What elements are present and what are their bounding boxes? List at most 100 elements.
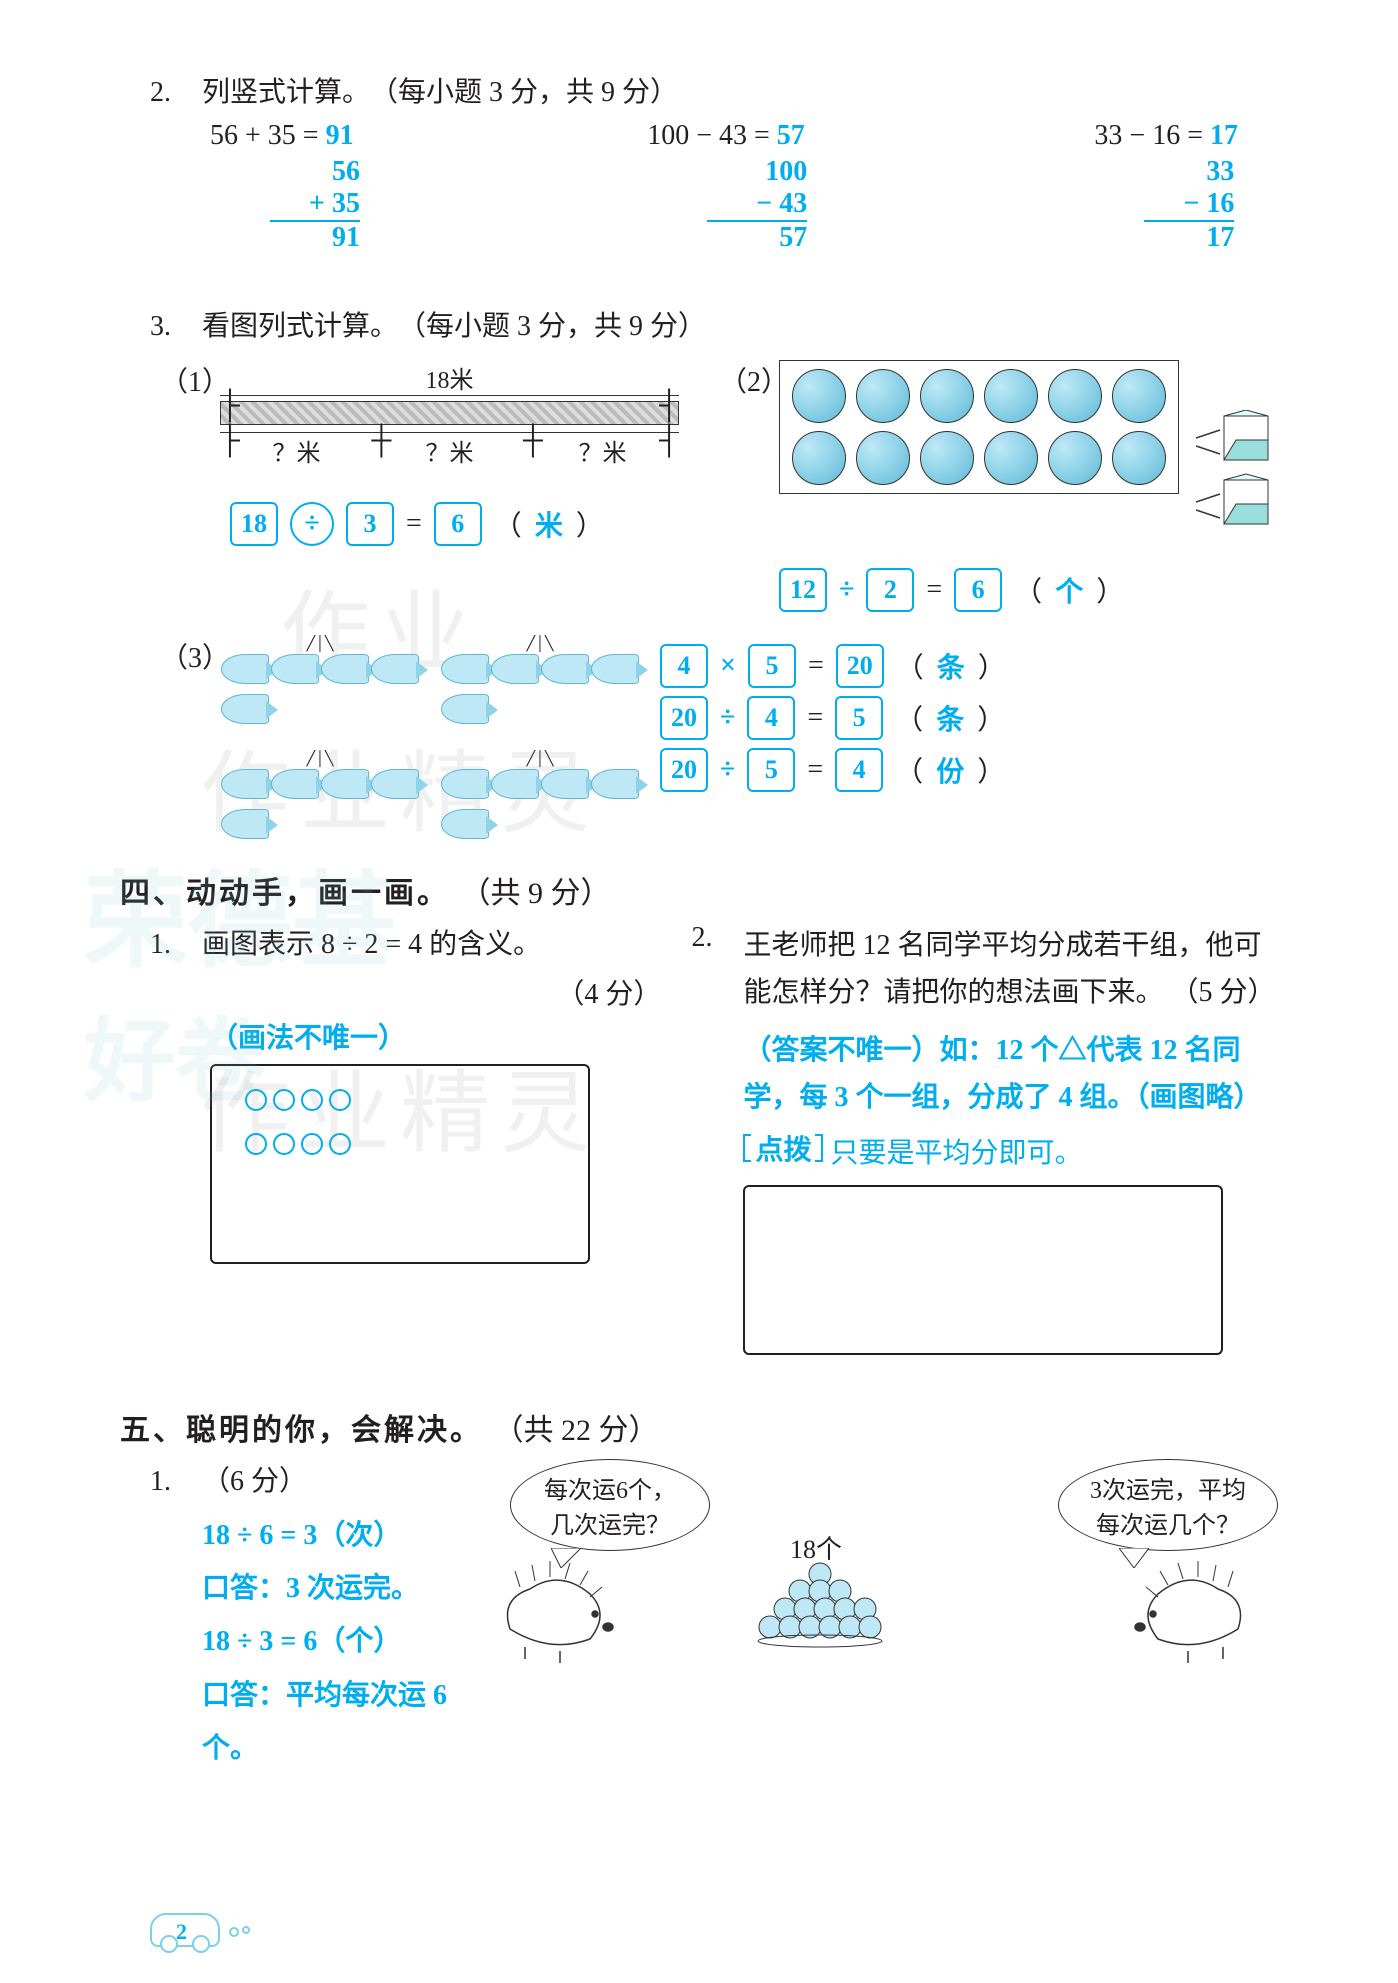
sec4-p2-num: 2.	[691, 922, 743, 954]
eq-c: 6	[434, 502, 482, 546]
eq-unit: 个	[1055, 577, 1083, 608]
vcalc-result: 91	[270, 222, 360, 254]
vcalc-top: 100	[707, 156, 807, 188]
bubble-left-l2: 几次运完？	[531, 1505, 689, 1540]
sec4-p2-points: （5 分）	[1170, 977, 1275, 1008]
eq-b: 4	[747, 696, 795, 740]
fish-diagram: ╱│╲ ╱│╲ ╱│╲ ╱│╲	[220, 636, 660, 848]
hint-badge: 点拨	[743, 1128, 823, 1168]
q3-p2-label: （2）	[719, 360, 779, 620]
eq-equals: =	[807, 754, 823, 786]
seg-label: ？米	[273, 433, 321, 468]
sec4-p1-note: （画法不唯一）	[210, 1016, 691, 1056]
q3-p1-label: （1）	[160, 360, 220, 554]
eq-c: 5	[835, 696, 883, 740]
section-4: 四、动动手，画一画。 （共 9 分） 1. 画图表示 8 ÷ 2 = 4 的含义…	[150, 868, 1278, 1355]
ball-pile-icon	[750, 1559, 890, 1657]
q3-number: 3.	[150, 311, 202, 343]
eq-a: 12	[779, 568, 827, 612]
eq-a: 18	[230, 502, 278, 546]
hedgehog-left-icon	[490, 1559, 620, 1677]
vcalc-second: 35	[332, 188, 360, 219]
q2-item-1: 56 + 35 = 91 56 + 35 91	[210, 120, 360, 254]
vcalc-op: −	[1183, 188, 1199, 219]
bubble-right-l1: 3次运完，平均	[1079, 1470, 1257, 1505]
eq-b: 2	[866, 568, 914, 612]
vcalc-top: 56	[270, 156, 360, 188]
sec4-p1-points: （4 分）	[150, 972, 691, 1012]
eq-equals: =	[406, 508, 422, 540]
eq-op: ÷	[720, 702, 735, 734]
section-5: 五、聪明的你，会解决。 （共 22 分） 1. （6 分） 18 ÷ 6 = 3…	[150, 1405, 1278, 1775]
q2-item-3: 33 − 16 = 17 33 − 16 17	[1094, 120, 1238, 254]
speech-bubble-left: 每次运6个， 几次运完？	[510, 1459, 710, 1551]
eq-b: 3	[346, 502, 394, 546]
sec5-line4: 口答：平均每次运 6 个。	[202, 1669, 470, 1775]
q3-p1-total: 18米	[220, 360, 679, 395]
sec4-p2-hint: 只要是平均分即可。	[830, 1138, 1082, 1169]
sec4-p1-drawbox	[210, 1064, 590, 1264]
sec4-p1-num: 1.	[150, 929, 202, 961]
page-number: 2	[176, 1919, 187, 1945]
eq-equals: =	[807, 702, 823, 734]
seg-label: ？米	[426, 433, 474, 468]
eq-op: ÷	[720, 754, 735, 786]
q2-item-2-ans: 57	[777, 120, 805, 151]
q2-item-3-expr: 33 − 16 =	[1094, 120, 1203, 151]
q3-title: 看图列式计算。	[202, 304, 398, 344]
rod-diagram	[220, 401, 679, 425]
eq-unit: 份	[936, 757, 964, 788]
eq-c: 6	[954, 568, 1002, 612]
q2-scoring: （每小题 3 分，共 9 分）	[370, 70, 678, 110]
eq-unit: 条	[936, 705, 964, 736]
sec4-p1-text: 画图表示 8 ÷ 2 = 4 的含义。	[202, 922, 541, 962]
q2-item-1-expr: 56 + 35 =	[210, 120, 319, 151]
eq-equals: =	[926, 574, 942, 606]
eq-equals: =	[808, 650, 824, 682]
eq-c: 20	[836, 644, 884, 688]
sec4-p2-answer: （答案不唯一）如：12 个△代表 12 名同学，每 3 个一组，分成了 4 组。…	[743, 1027, 1278, 1122]
speech-bubble-right: 3次运完，平均 每次运几个？	[1058, 1459, 1278, 1551]
q2-item-3-ans: 17	[1210, 120, 1238, 151]
q3-scoring: （每小题 3 分，共 9 分）	[398, 304, 706, 344]
sec5-p1-diagram: 每次运6个， 几次运完？ 3次运完，平均 每次运几个？ 18个	[470, 1459, 1278, 1689]
sec5-p1-points: （6 分）	[202, 1459, 307, 1499]
sec5-heading: 五、聪明的你，会解决。	[120, 1414, 483, 1447]
hint-label: 点拨	[755, 1128, 811, 1168]
eq-op: ×	[720, 650, 736, 682]
eq-c: 4	[835, 748, 883, 792]
eq-unit: 米	[535, 511, 563, 542]
eq-unit: 条	[937, 653, 965, 684]
page-number-badge: 2	[150, 1913, 266, 1947]
hedgehog-right-icon	[1128, 1559, 1258, 1677]
sec4-heading: 四、动动手，画一画。	[120, 877, 450, 910]
q2-item-1-ans: 91	[326, 120, 354, 151]
sec4-p2-drawbox	[743, 1185, 1223, 1355]
vcalc-result: 17	[1144, 222, 1234, 254]
box-icons	[1196, 410, 1276, 548]
q2-item-2-expr: 100 − 43 =	[647, 120, 770, 151]
q2-number: 2.	[150, 77, 202, 109]
eq-b: 5	[747, 748, 795, 792]
eq-op: ÷	[290, 502, 334, 546]
sec5-line2: 口答：3 次运完。	[202, 1562, 470, 1615]
sec4-scoring: （共 9 分）	[461, 877, 611, 910]
exhaust-icon	[226, 1920, 266, 1940]
q3-part-3: （3） ╱│╲ ╱│╲ ╱│╲ ╱│╲	[150, 636, 1278, 848]
vcalc-second: 16	[1206, 188, 1234, 219]
vcalc-top: 33	[1144, 156, 1234, 188]
sec5-p1-left: 1. （6 分） 18 ÷ 6 = 3（次） 口答：3 次运完。 18 ÷ 3 …	[150, 1459, 470, 1775]
sphere-grid	[779, 360, 1179, 494]
vcalc-op: +	[309, 188, 325, 219]
car-icon: 2	[150, 1913, 220, 1947]
bubble-left-l1: 每次运6个，	[531, 1470, 689, 1505]
question-2: 2. 列竖式计算。 （每小题 3 分，共 9 分） 56 + 35 = 91 5…	[150, 70, 1278, 254]
vcalc-second: 43	[779, 188, 807, 219]
q3-part-2: （2）	[719, 360, 1278, 620]
sec5-p1-num: 1.	[150, 1466, 202, 1498]
q2-title: 列竖式计算。	[202, 70, 370, 110]
eq-a: 20	[660, 748, 708, 792]
sec5-line3: 18 ÷ 3 = 6（个）	[202, 1615, 470, 1668]
sec5-line1: 18 ÷ 6 = 3（次）	[202, 1509, 470, 1562]
seg-label: ？米	[579, 433, 627, 468]
